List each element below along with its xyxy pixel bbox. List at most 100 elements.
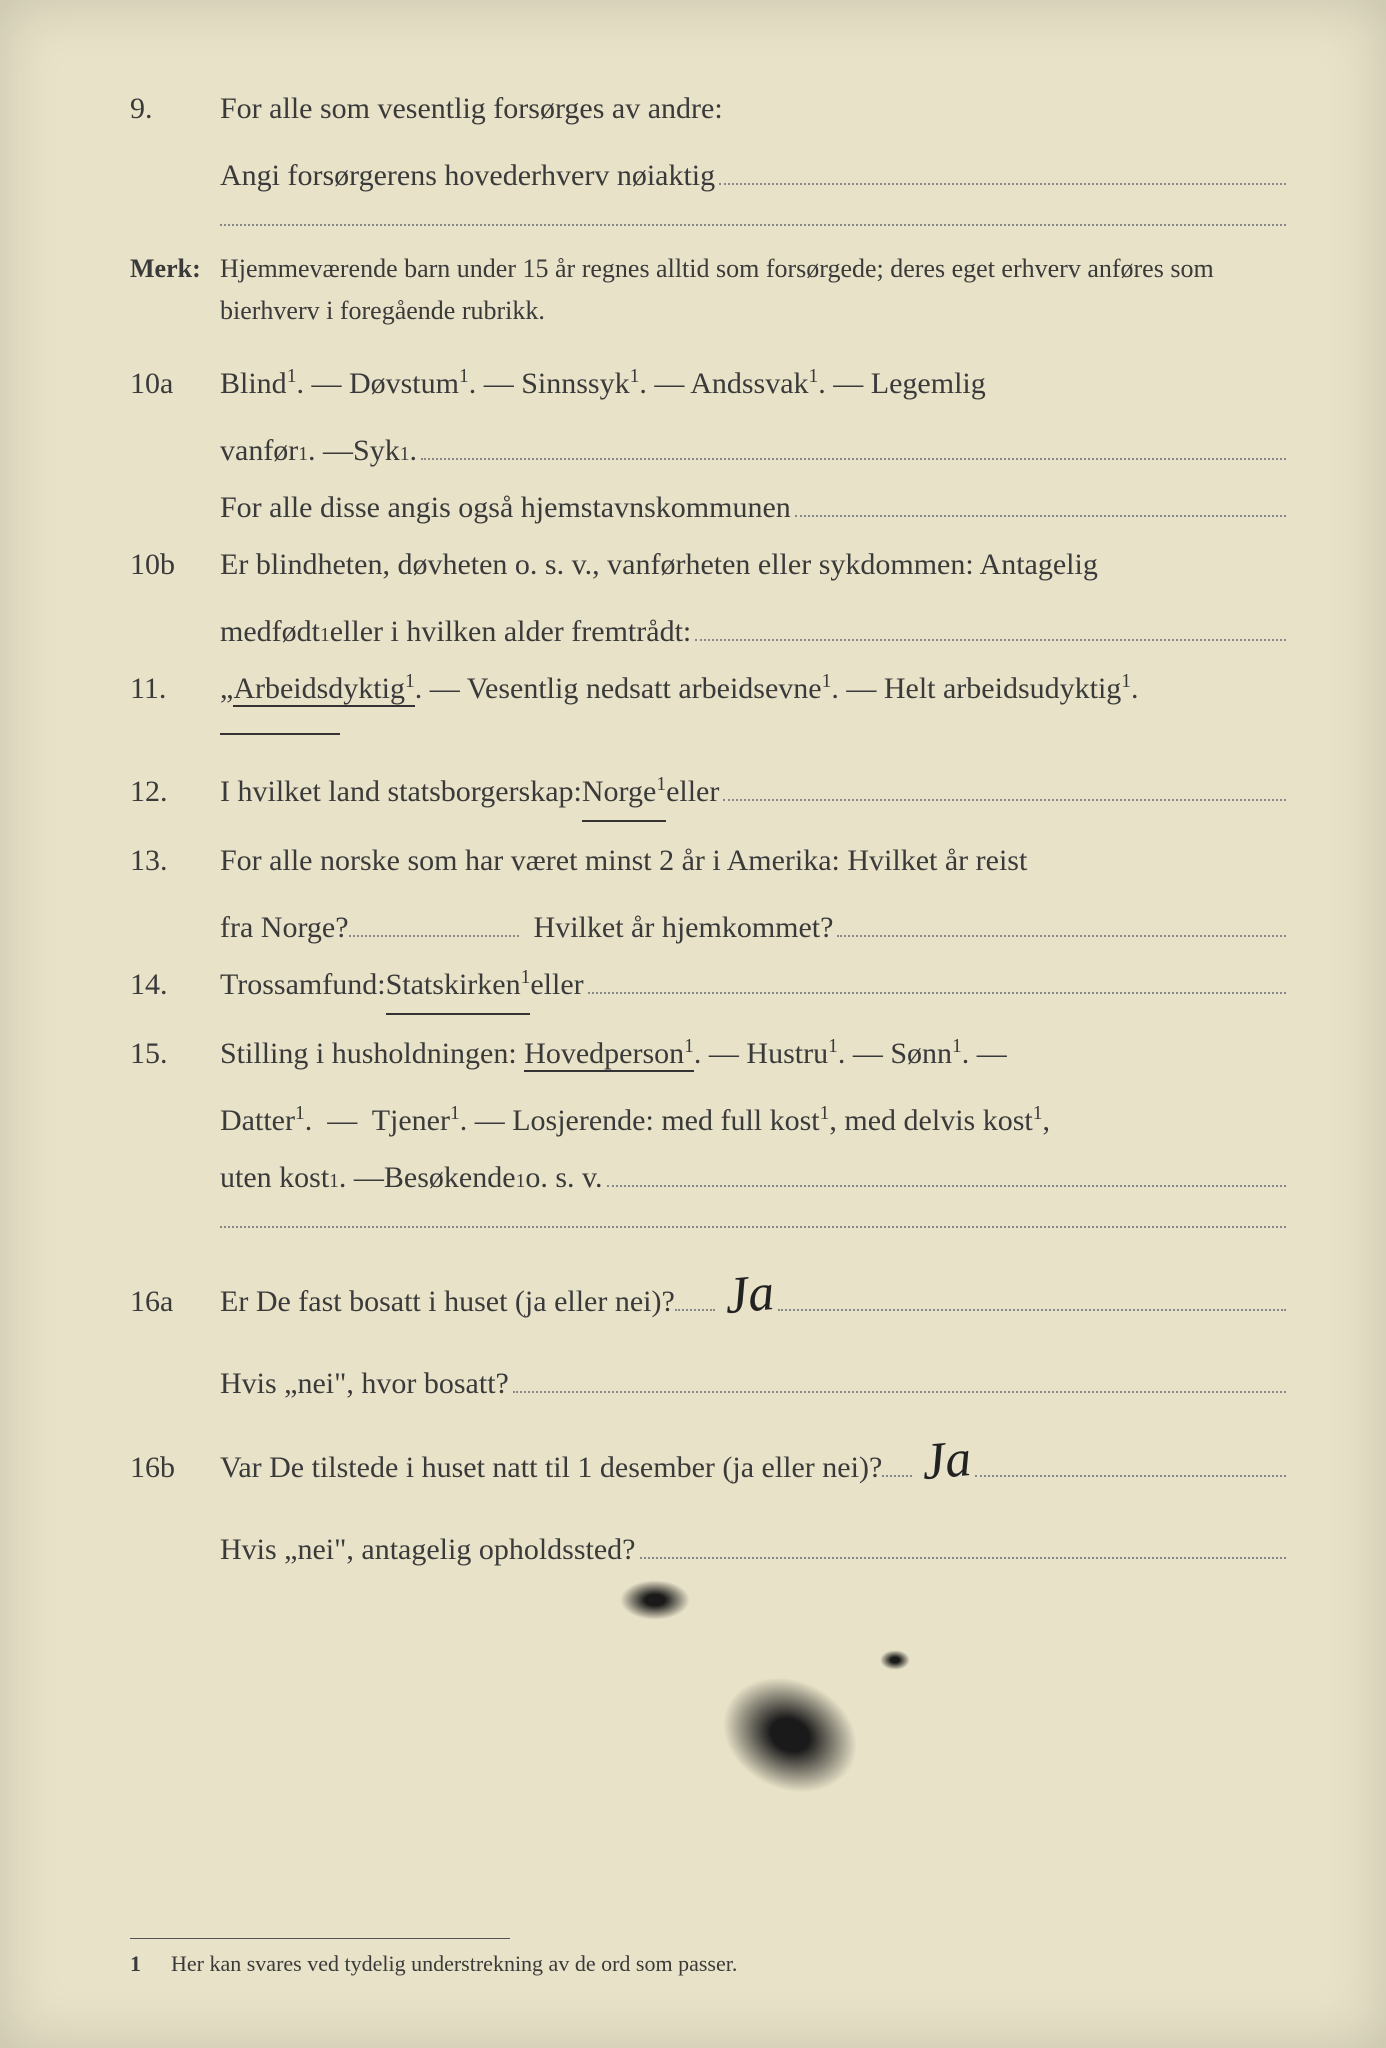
q13-line2-row: fra Norge? Hvilket år hjemkommet?	[220, 899, 1286, 956]
question-16a: 16a Er De fast bosatt i huset (ja eller …	[130, 1246, 1286, 1345]
sup: 1	[952, 1036, 962, 1057]
dash: . —	[308, 422, 353, 479]
q13-line2b: Hvilket år hjemkommet?	[534, 899, 834, 956]
q15-number: 15.	[130, 1025, 220, 1082]
q15-content: Stilling i husholdningen: Hovedperson1. …	[220, 1025, 1286, 1082]
dash: . —	[469, 367, 522, 400]
census-form-page: 9. For alle som vesentlig forsørges av a…	[0, 0, 1386, 2048]
q10a-line3: For alle disse angis også hjemstavnskomm…	[220, 479, 791, 536]
blank-line	[588, 956, 1286, 994]
sup: 1	[1121, 671, 1131, 692]
blank-line	[719, 147, 1286, 185]
question-16b: 16b Var De tilstede i huset natt til 1 d…	[130, 1412, 1286, 1511]
blank-line	[349, 935, 519, 937]
sup: 1	[320, 617, 330, 654]
q12-opt1: Norge	[582, 775, 656, 808]
q10b-number: 10b	[130, 536, 220, 593]
footnote-rule	[130, 1938, 510, 1939]
dash: . —	[639, 367, 690, 400]
q11-opt3: Helt arbeidsudyktig	[884, 672, 1121, 705]
q10a-opt4: Andssvak	[690, 367, 808, 400]
q9-line2: Angi forsørgerens hovederhverv nøiaktig	[220, 147, 715, 204]
q10a-opt1: Blind	[220, 367, 287, 400]
sup: 1	[828, 1036, 838, 1057]
q10b-line2a: medfødt	[220, 603, 320, 660]
q14-text1: Trossamfund:	[220, 956, 386, 1013]
q11-content: „Arbeidsdyktig1. — Vesentlig nedsatt arb…	[220, 660, 1286, 717]
sup: 1	[400, 436, 410, 473]
q14-number: 14.	[130, 956, 220, 1013]
blank-line	[675, 1309, 715, 1311]
q9-number: 9.	[130, 80, 220, 137]
q11-opt1: Arbeidsdyktig	[233, 672, 405, 705]
q11-number: 11.	[130, 660, 220, 717]
blank-line	[695, 603, 1286, 641]
q10a-opt6: vanfør	[220, 422, 298, 479]
question-11: 11. „Arbeidsdyktig1. — Vesentlig nedsatt…	[130, 660, 1286, 717]
sep: . —	[831, 672, 884, 705]
section-divider	[220, 731, 340, 735]
q16a-answer: Ja	[721, 1244, 779, 1347]
q15-line2: Datter1. — Tjener1. — Losjerende: med fu…	[220, 1092, 1286, 1149]
question-9: 9. For alle som vesentlig forsørges av a…	[130, 80, 1286, 137]
q10a-line3-row: For alle disse angis også hjemstavnskomm…	[220, 479, 1286, 536]
q10a-opt7: Syk	[353, 422, 400, 479]
q9-line1: For alle som vesentlig forsørges av andr…	[220, 80, 1286, 137]
q15-opt1-underlined: Hovedperson1	[524, 1037, 694, 1072]
sup: 1	[298, 436, 308, 473]
blank-line	[882, 1475, 912, 1477]
sup: 1	[405, 671, 415, 692]
q10a-opt5: Legemlig	[871, 367, 986, 400]
q10a-opt2: Døvstum	[349, 367, 459, 400]
q16a-line2: Hvis „nei", hvor bosatt?	[220, 1355, 509, 1412]
blank-line	[837, 899, 1286, 937]
q12-content: I hvilket land statsborgerskap: Norge1 e…	[220, 763, 1286, 822]
dash: . —	[339, 1149, 384, 1206]
question-13: 13. For alle norske som har været minst …	[130, 832, 1286, 889]
sup: 1	[820, 1103, 830, 1124]
q12-text1: I hvilket land statsborgerskap:	[220, 763, 582, 820]
blank-line	[723, 763, 1286, 801]
blank-line	[795, 479, 1286, 517]
q16a-line2-row: Hvis „nei", hvor bosatt?	[220, 1355, 1286, 1412]
q14-opt1: Statskirken	[386, 968, 521, 1001]
q15-text4: uten kost	[220, 1149, 329, 1206]
q10a-line2: vanfør1. — Syk1.	[220, 422, 1286, 479]
blank-line	[778, 1273, 1286, 1311]
q13-line1: For alle norske som har været minst 2 år…	[220, 832, 1286, 889]
q15-text2: Losjerende: med full kost	[512, 1104, 819, 1137]
sup: 1	[459, 366, 469, 387]
q15-opt2: Hustru	[746, 1037, 828, 1070]
q13-number: 13.	[130, 832, 220, 889]
sup: 1	[450, 1103, 460, 1124]
sup: 1	[809, 366, 819, 387]
ink-blot	[620, 1580, 690, 1620]
q9-line2-row: Angi forsørgerens hovederhverv nøiaktig	[220, 147, 1286, 204]
quote: „	[220, 672, 233, 705]
q16b-answer: Ja	[918, 1410, 976, 1513]
blank-line	[640, 1521, 1287, 1559]
q15-opt1: Hovedperson	[524, 1037, 684, 1070]
q15-text3: , med delvis kost	[829, 1104, 1032, 1137]
sup: 1	[516, 1163, 526, 1200]
q15-line3: uten kost1. — Besøkende1 o. s. v.	[220, 1149, 1286, 1206]
ink-blot	[880, 1650, 910, 1670]
q10b-line2b: eller i hvilken alder fremtrådt:	[330, 603, 692, 660]
question-14: 14. Trossamfund: Statskirken1 eller	[130, 956, 1286, 1015]
q11-opt1-underlined: Arbeidsdyktig1	[233, 672, 414, 707]
q16b-number: 16b	[130, 1439, 220, 1496]
q15-opt6: Besøkende	[384, 1149, 516, 1206]
dash: . —	[460, 1104, 513, 1137]
q16b-line1-row: Var De tilstede i huset natt til 1 desem…	[220, 1412, 1286, 1511]
q16b-line2: Hvis „nei", antagelig opholdssted?	[220, 1521, 636, 1578]
q14-opt1-underlined: Statskirken1	[386, 956, 531, 1015]
merk-text: Hjemmeværende barn under 15 år regnes al…	[220, 248, 1286, 331]
q11-opt2: Vesentlig nedsatt arbeidsevne	[467, 672, 822, 705]
blank-line	[607, 1149, 1286, 1187]
q10b-line1: Er blindheten, døvheten o. s. v., vanfør…	[220, 536, 1286, 593]
period: .	[1131, 672, 1139, 705]
question-10a: 10a Blind1. — Døvstum1. — Sinnssyk1. — A…	[130, 355, 1286, 412]
footnote: 1 Her kan svares ved tydelig understrekn…	[130, 1951, 1286, 1977]
sup: 1	[684, 1036, 694, 1057]
dash: . —	[838, 1037, 891, 1070]
